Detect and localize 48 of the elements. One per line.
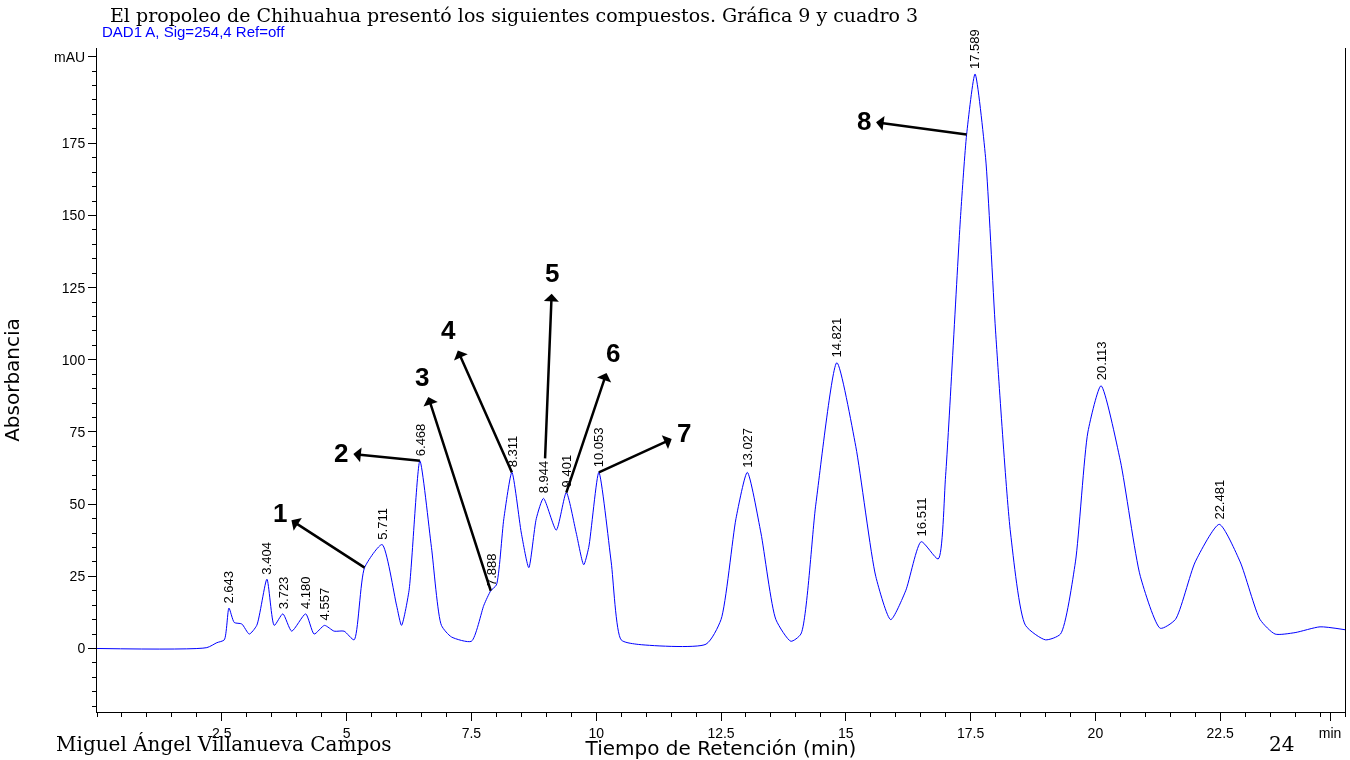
x-tick-label: 7.5	[461, 724, 482, 741]
x-tick-label: 22.5	[1206, 724, 1235, 741]
y-tick-label: 150	[61, 207, 86, 224]
annotation: 8	[857, 106, 872, 136]
annotation: 10.053	[591, 427, 607, 468]
x-tick-label: min	[1318, 724, 1342, 741]
y-tick-label: 0	[77, 640, 86, 657]
annotation: 4.180	[298, 576, 314, 610]
y-axis-title: Absorbancia	[0, 318, 24, 442]
x-tick-label: 12.5	[707, 724, 735, 741]
annotation: 4	[441, 315, 456, 345]
annotation: 6	[606, 338, 621, 368]
annotation: 14.821	[829, 317, 845, 358]
annotation: 3.404	[259, 542, 275, 575]
annotation: 8.311	[504, 435, 520, 468]
x-tick-label: 15	[838, 724, 854, 741]
y-tick-label: mAU	[54, 48, 86, 65]
annotation: 7	[677, 418, 692, 448]
annotation: 6.468	[412, 423, 428, 457]
y-tick-label: 25	[69, 568, 86, 585]
annotation: 5.711	[374, 508, 390, 540]
annotation: 4.557	[316, 587, 332, 621]
annotation: 20.113	[1093, 341, 1109, 381]
y-tick-label: 100	[61, 351, 86, 368]
annotation: 17.589	[967, 29, 983, 70]
x-tick-label: 5	[342, 724, 351, 741]
annotation: 2	[334, 438, 349, 468]
x-tick-label: 17.5	[956, 724, 985, 741]
y-tick-label: 50	[69, 496, 86, 513]
text: El propoleo de Chihuahua presentó los siguientes compuestos. Gráfica 9 y cuadro 3	[110, 4, 919, 26]
y-tick-label: 125	[61, 279, 86, 296]
y-tick-label: 175	[61, 135, 86, 152]
y-tick-label: 75	[69, 423, 86, 440]
annotation: 16.511	[914, 497, 930, 537]
x-tick-label: 20	[1087, 724, 1104, 741]
line-series	[97, 73, 1345, 650]
annotation: 22.481	[1211, 479, 1227, 520]
annotation: 7.888	[483, 553, 499, 587]
annotation: 2.643	[221, 570, 237, 604]
annotation: 3	[415, 362, 430, 392]
annotation: 8.944	[535, 460, 551, 494]
annotation: 3.723	[275, 576, 291, 610]
annotation: 13.027	[739, 427, 755, 468]
annotation: 9.401	[559, 454, 575, 488]
annotation: 5	[545, 258, 560, 288]
text: 24	[1269, 732, 1295, 756]
annotation: 1	[273, 498, 288, 528]
x-tick-label: 10	[588, 724, 605, 741]
